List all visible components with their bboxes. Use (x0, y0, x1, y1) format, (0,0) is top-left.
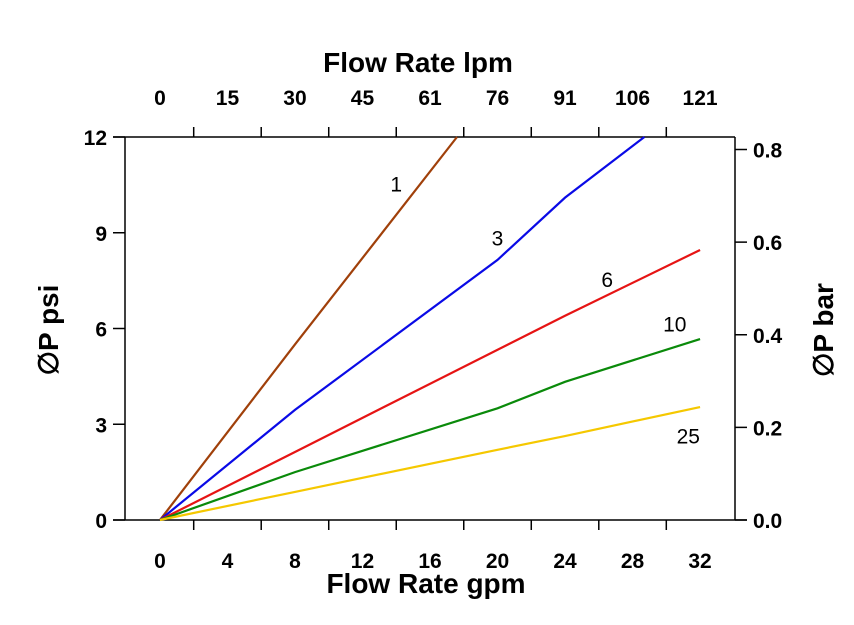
x-tick-label: 20 (486, 550, 509, 573)
y-tick-label: 12 (84, 127, 107, 150)
series-label: 10 (663, 314, 686, 337)
x-tick-label: 16 (418, 550, 441, 573)
x2-tick-label: 0 (154, 87, 166, 110)
series-label: 25 (677, 425, 700, 448)
y-tick-label: 9 (95, 223, 107, 246)
x-tick-label: 0 (154, 550, 166, 573)
y-tick-label: 6 (95, 319, 107, 342)
series-line-10 (159, 337, 701, 522)
series-line-1 (159, 136, 458, 521)
series-line-3 (159, 136, 646, 521)
x-tick-label: 4 (222, 550, 234, 573)
x-tick-label: 12 (351, 550, 374, 573)
x2-tick-label: 76 (486, 87, 509, 110)
x2-tick-label: 15 (216, 87, 240, 110)
series-line-25 (159, 405, 701, 522)
x-tick-label: 32 (688, 550, 711, 573)
y-tick-label: 3 (95, 414, 107, 437)
x2-tick-label: 121 (683, 87, 718, 110)
x-tick-label: 28 (621, 550, 645, 573)
x2-tick-label: 91 (553, 87, 577, 110)
y2-tick-label: 0.0 (753, 510, 782, 533)
series-label: 1 (390, 173, 402, 196)
y2-tick-label: 0.4 (753, 325, 783, 348)
y2-axis-title: ∅P bar (808, 283, 839, 377)
y-axis-title: ∅P psi (33, 285, 64, 376)
series-label: 6 (601, 269, 613, 292)
x2-tick-label: 61 (418, 87, 442, 110)
x2-tick-label: 106 (615, 87, 650, 110)
x2-tick-label: 30 (283, 87, 306, 110)
x-axis-title: Flow Rate gpm (326, 568, 525, 599)
x-tick-label: 24 (553, 550, 577, 573)
series-line-6 (159, 248, 701, 521)
series-label: 3 (492, 228, 504, 251)
y2-tick-label: 0.6 (753, 232, 782, 255)
x-tick-label: 8 (289, 550, 301, 573)
y2-tick-label: 0.2 (753, 417, 782, 440)
x2-axis-title: Flow Rate lpm (323, 47, 513, 78)
x2-tick-label: 45 (351, 87, 375, 110)
y-tick-label: 0 (95, 510, 107, 533)
y2-tick-label: 0.8 (753, 140, 783, 163)
